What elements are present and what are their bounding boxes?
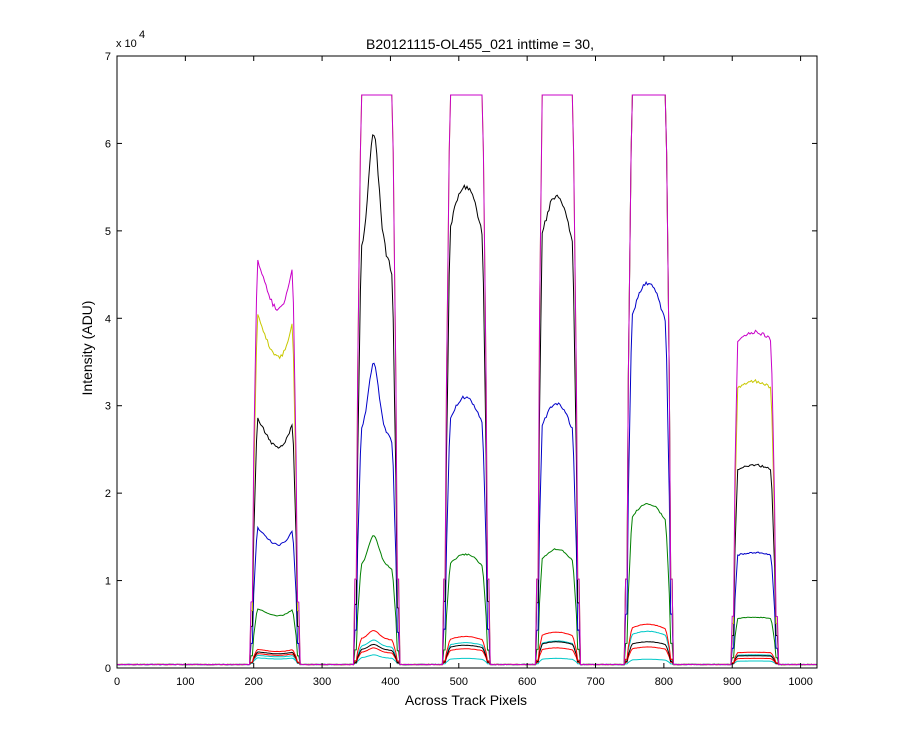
- y-tick-label: 6: [105, 138, 111, 150]
- x-tick-label: 500: [450, 676, 468, 688]
- x-tick-label: 200: [245, 676, 263, 688]
- x-tick-label: 100: [176, 676, 194, 688]
- plot-area: [117, 56, 817, 668]
- y-tick-label: 4: [105, 313, 111, 325]
- x-tick-label: 300: [313, 676, 331, 688]
- x-tick-label: 0: [114, 676, 120, 688]
- x-tick-label: 700: [586, 676, 604, 688]
- y-tick-label: 5: [105, 226, 111, 238]
- y-tick-label: 0: [105, 663, 111, 675]
- y-exponent-power: 4: [139, 29, 145, 41]
- x-axis-label: Across Track Pixels: [405, 692, 527, 708]
- x-tick-label: 400: [381, 676, 399, 688]
- x-tick-label: 800: [655, 676, 673, 688]
- y-tick-label: 7: [105, 51, 111, 63]
- y-axis-label: Intensity (ADU): [79, 301, 95, 396]
- y-tick-label: 3: [105, 401, 111, 413]
- y-exponent-base: x 10: [116, 38, 137, 50]
- y-tick-label: 1: [105, 576, 111, 588]
- x-tick-label: 1000: [788, 676, 812, 688]
- series-line: [116, 94, 818, 666]
- chart-title: B20121115-OL455_021 inttime = 30,: [366, 36, 594, 52]
- x-tick-label: 600: [518, 676, 536, 688]
- plot-frame: [116, 55, 818, 669]
- y-tick-label: 2: [105, 488, 111, 500]
- x-tick-label: 900: [723, 676, 741, 688]
- tick-layer: 0 100 200 300 400 500 600 700 800 900 1000 0 1 2 3 4 5 6 7: [105, 51, 817, 688]
- series-layer: [116, 94, 818, 666]
